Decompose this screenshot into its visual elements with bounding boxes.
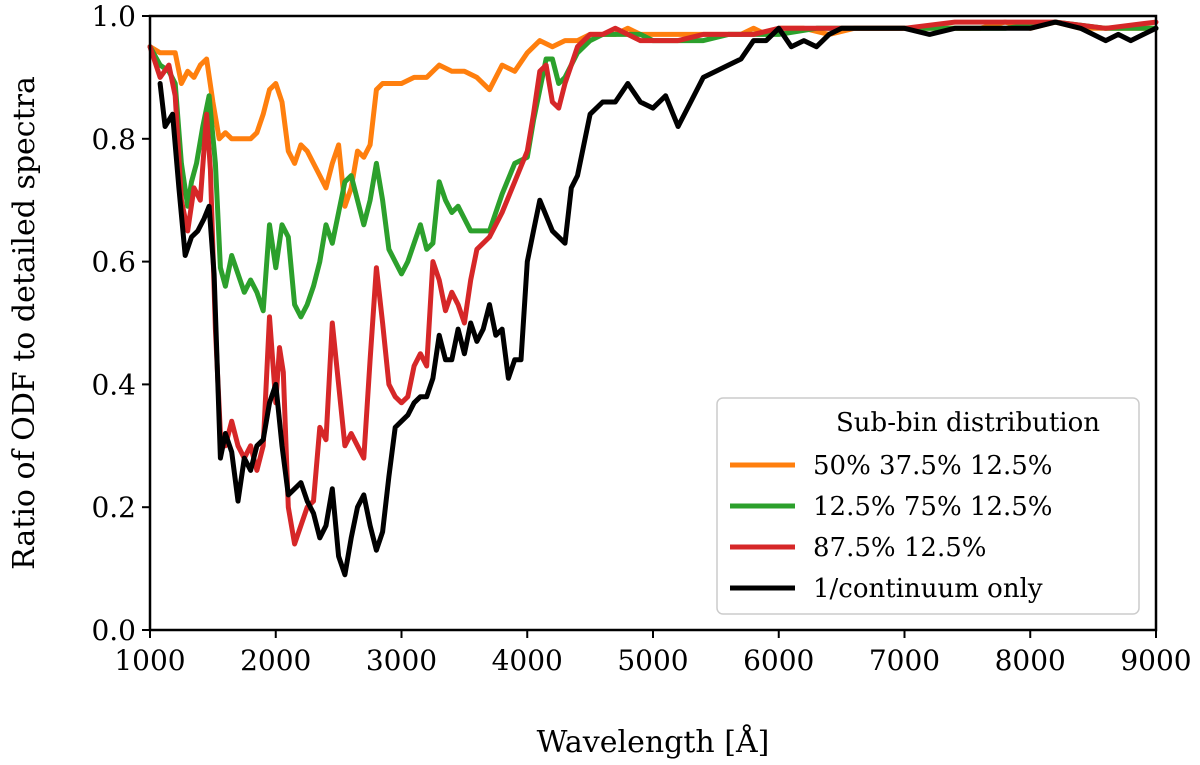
legend-label-2: 87.5% 12.5%: [813, 533, 986, 563]
y-tick-label: 0.0: [91, 614, 136, 647]
legend-label-3: 1/continuum only: [813, 574, 1043, 604]
series-line-1: [147, 19, 1159, 320]
x-tick-label: 9000: [1120, 644, 1191, 677]
y-tick-label: 0.8: [91, 123, 136, 156]
x-axis: 1000 2000 3000 4000 5000 6000 7000 8000 9000: [114, 630, 1192, 677]
x-tick-label: 1000: [114, 644, 185, 677]
series-line-2: [147, 19, 1159, 547]
legend-label-1: 12.5% 75% 12.5%: [813, 492, 1053, 522]
series-line-0: [147, 19, 1159, 209]
x-tick-label: 8000: [995, 644, 1066, 677]
y-axis: 0.0 0.2 0.4 0.6 0.8 1.0: [91, 0, 150, 647]
y-tick-label: 1.0: [91, 0, 136, 33]
x-tick-label: 6000: [743, 644, 814, 677]
legend-label-0: 50% 37.5% 12.5%: [813, 451, 1053, 481]
x-tick-label: 4000: [492, 644, 563, 677]
legend-entries: 50% 37.5% 12.5% 12.5% 75% 12.5% 87.5% 12.5…: [730, 451, 1053, 604]
y-axis-label: Ratio of ODF to detailed spectra: [7, 76, 42, 570]
y-tick-label: 0.2: [91, 491, 136, 524]
x-tick-label: 5000: [617, 644, 688, 677]
x-tick-label: 2000: [240, 644, 311, 677]
x-tick-label: 3000: [366, 644, 437, 677]
y-tick-label: 0.6: [91, 246, 136, 279]
legend-box: [716, 397, 1140, 615]
x-tick-label: 7000: [869, 644, 940, 677]
legend-title: Sub-bin distribution: [836, 408, 1100, 438]
plot-lines: [147, 19, 1159, 578]
y-tick-label: 0.4: [91, 368, 136, 401]
series-line-3: [157, 19, 1159, 578]
x-axis-label: Wavelength [Å]: [537, 724, 770, 760]
legend: Sub-bin distribution 50% 37.5% 12.5% 12.5…: [716, 397, 1140, 615]
